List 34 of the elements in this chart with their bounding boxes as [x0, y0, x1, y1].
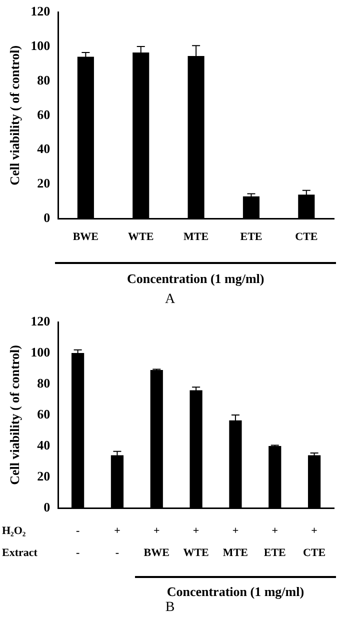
x-tick-label: CTE: [295, 231, 318, 244]
y-tick-label: 100: [30, 344, 50, 360]
y-tick-label: 0: [44, 210, 50, 226]
y-tick-label: 120: [30, 313, 50, 328]
x-tick-label: + MTE: [222, 524, 248, 559]
x-axis-title: Concentration (1 mg/ml): [126, 271, 266, 287]
x-tick-label: + -: [114, 524, 120, 559]
x-tick-label: WTE: [128, 231, 154, 244]
y-tick-label: 20: [37, 176, 50, 191]
x-tick-label: + WTE: [183, 524, 209, 559]
x-tick-label: + ETE: [264, 524, 286, 559]
y-tick-label: 60: [37, 106, 50, 122]
y-tick-label: 40: [37, 437, 50, 452]
x-axis-title: Concentration (1 mg/ml): [166, 584, 306, 600]
x-tick-label: + CTE: [302, 524, 326, 559]
x-tick-label: MTE: [184, 231, 209, 244]
y-tick-label: 80: [37, 72, 50, 88]
x-tick-label: - -: [76, 524, 80, 559]
y-axis-title: Cell viability ( of control): [7, 345, 22, 485]
y-tick-label: 40: [37, 141, 50, 156]
text: H₂O₂: [2, 524, 26, 537]
y-tick-label: 60: [37, 406, 50, 422]
y-axis-title: Cell viability ( of control): [7, 45, 22, 186]
y-tick-label: 20: [37, 468, 50, 484]
y-tick-label: 0: [44, 499, 50, 514]
x-tick-label: ETE: [240, 231, 262, 244]
y-tick-label: 100: [30, 38, 50, 53]
text: Extract: [2, 546, 38, 559]
text: B: [164, 600, 176, 616]
text: A: [164, 292, 176, 308]
x-tick-label: BWE: [72, 231, 99, 244]
y-tick-label: 80: [37, 375, 50, 390]
y-tick-label: 120: [30, 3, 50, 18]
x-tick-label: + BWE: [144, 524, 170, 559]
